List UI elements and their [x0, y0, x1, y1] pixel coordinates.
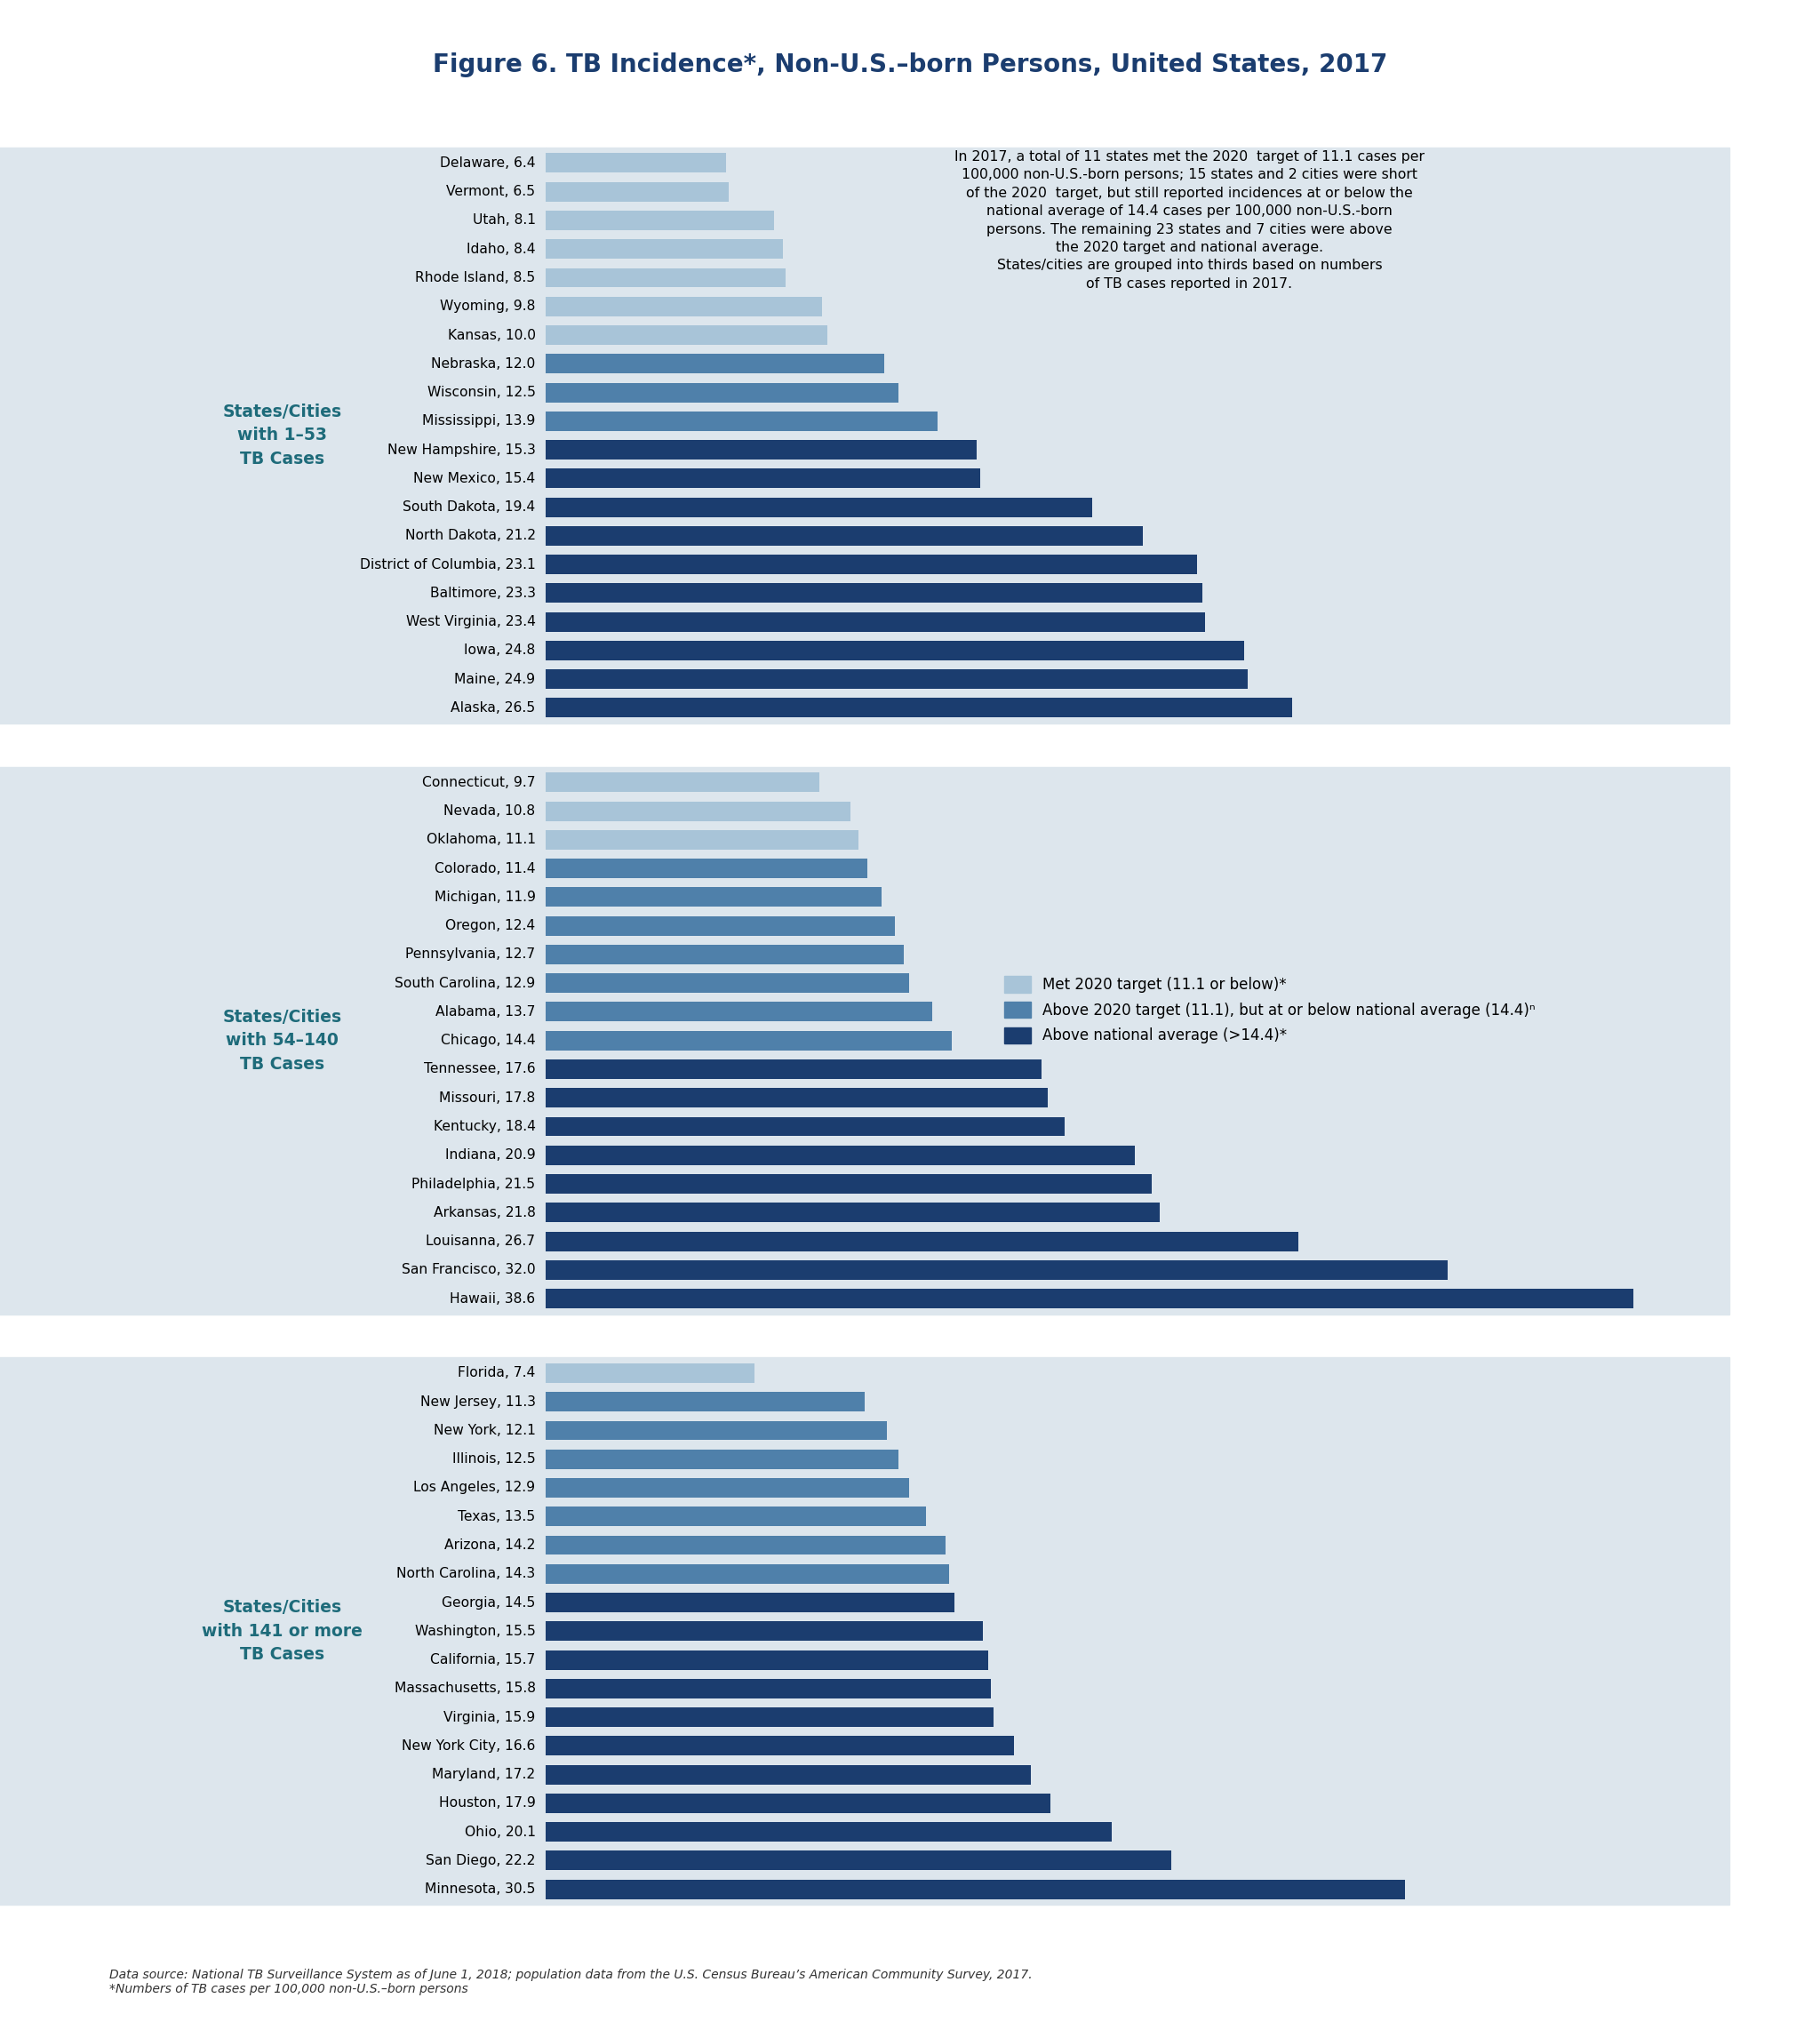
- Bar: [546, 829, 859, 849]
- Bar: [546, 1203, 1159, 1223]
- Bar: [546, 1288, 1633, 1308]
- Bar: [546, 1231, 1298, 1252]
- Bar: [546, 1450, 897, 1468]
- Text: States/Cities
with 1–53
TB Cases: States/Cities with 1–53 TB Cases: [222, 404, 342, 467]
- Bar: [546, 1003, 932, 1021]
- Bar: [546, 1116, 1065, 1136]
- Bar: [546, 469, 979, 487]
- Bar: [546, 410, 937, 431]
- Bar: [546, 1421, 886, 1440]
- Bar: [546, 1593, 954, 1612]
- Bar: [546, 1765, 1030, 1783]
- Bar: [546, 148, 1729, 724]
- Bar: [546, 526, 1143, 546]
- Bar: [546, 1506, 926, 1527]
- Bar: [546, 554, 1198, 574]
- Text: In 2017, a total of 11 states met the 2020  target of 11.1 cases per
100,000 non: In 2017, a total of 11 states met the 20…: [954, 150, 1425, 291]
- Bar: [546, 641, 1245, 661]
- Bar: [0, 148, 546, 724]
- Bar: [546, 182, 730, 202]
- Bar: [546, 669, 1247, 690]
- Bar: [546, 613, 1205, 631]
- Bar: [546, 1060, 1041, 1080]
- Bar: [546, 210, 774, 231]
- Bar: [546, 698, 1292, 718]
- Bar: [546, 1478, 910, 1498]
- Bar: [546, 1737, 1014, 1755]
- Bar: [0, 766, 546, 1314]
- Bar: [546, 354, 885, 374]
- Text: States/Cities
with 54–140
TB Cases: States/Cities with 54–140 TB Cases: [222, 1009, 342, 1072]
- Bar: [546, 801, 850, 821]
- Bar: [546, 584, 1203, 603]
- Bar: [546, 1565, 948, 1583]
- Bar: [546, 297, 823, 315]
- Bar: [546, 859, 866, 878]
- Bar: [546, 239, 783, 259]
- Bar: [546, 1260, 1447, 1280]
- Bar: [546, 441, 977, 459]
- Text: Figure 6. TB Incidence*, Non-U.S.–born Persons, United States, 2017: Figure 6. TB Incidence*, Non-U.S.–born P…: [433, 53, 1387, 77]
- Bar: [546, 766, 1729, 1314]
- Bar: [546, 1357, 1729, 1905]
- Bar: [546, 154, 726, 172]
- Bar: [0, 1357, 546, 1905]
- Bar: [546, 1707, 994, 1727]
- Bar: [546, 1850, 1172, 1870]
- Bar: [546, 1622, 983, 1642]
- Bar: [546, 1678, 992, 1698]
- Legend: Met 2020 target (11.1 or below)*, Above 2020 target (11.1), but at or below nati: Met 2020 target (11.1 or below)*, Above …: [1005, 977, 1536, 1043]
- Bar: [546, 1880, 1405, 1899]
- Bar: [546, 916, 895, 936]
- Bar: [546, 944, 905, 964]
- Bar: [546, 326, 828, 346]
- Bar: [546, 269, 786, 287]
- Text: Data source: National TB Surveillance System as of June 1, 2018; population data: Data source: National TB Surveillance Sy…: [109, 1969, 1032, 1996]
- Bar: [546, 497, 1092, 518]
- Bar: [546, 1391, 864, 1411]
- Bar: [546, 973, 910, 993]
- Bar: [546, 1031, 952, 1049]
- Bar: [546, 1144, 1134, 1165]
- Bar: [546, 1088, 1046, 1108]
- Bar: [546, 888, 881, 908]
- Bar: [546, 382, 897, 402]
- Bar: [546, 1535, 946, 1555]
- Bar: [546, 1363, 755, 1383]
- Bar: [546, 1175, 1152, 1193]
- Text: States/Cities
with 141 or more
TB Cases: States/Cities with 141 or more TB Cases: [202, 1599, 362, 1664]
- Bar: [546, 772, 819, 793]
- Bar: [546, 1650, 988, 1670]
- Bar: [546, 1822, 1112, 1842]
- Bar: [546, 1794, 1050, 1814]
